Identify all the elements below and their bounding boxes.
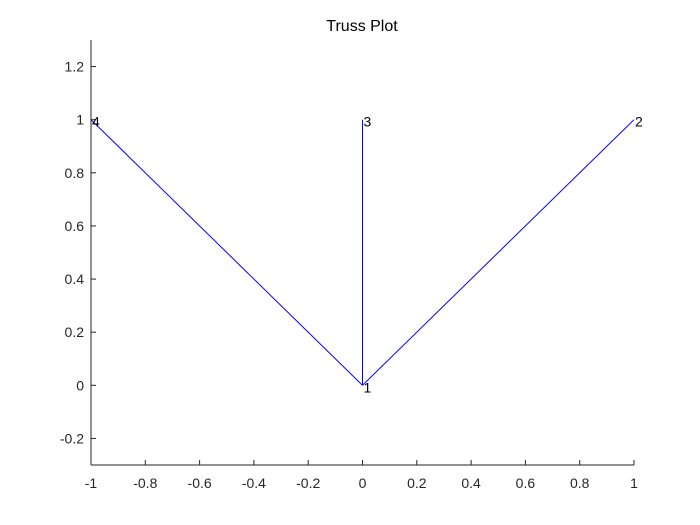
x-tick-label: 0: [359, 475, 367, 491]
x-tick-label: 0.8: [570, 475, 590, 491]
x-tick-label: 0.2: [407, 475, 427, 491]
y-tick-label: 0: [76, 377, 84, 393]
x-tick-label: 0.4: [461, 475, 481, 491]
x-tick-label: -1: [85, 475, 98, 491]
x-tick-label: -0.2: [296, 475, 320, 491]
axes: -1 -0.8 -0.6 -0.4 -0.2 0 0.2 0.4 0.6 0.8 1 -0.2 0 0.2…: [60, 40, 638, 491]
y-tick-label: 1.2: [65, 59, 85, 75]
truss-member-1-2: [362, 119, 635, 386]
y-tick-label: 0.6: [65, 218, 85, 234]
x-tick-label: 0.6: [516, 475, 536, 491]
y-tick-label: -0.2: [60, 430, 84, 446]
y-tick-label: 0.2: [65, 324, 85, 340]
x-tick-label: 1: [630, 475, 638, 491]
node-label-4: 4: [92, 114, 100, 130]
x-tick-label: -0.6: [188, 475, 212, 491]
y-tick-label: 1: [76, 112, 84, 128]
node-labels: 1 2 3 4: [92, 114, 643, 396]
x-tick-label: -0.8: [133, 475, 157, 491]
node-label-3: 3: [364, 114, 372, 130]
x-tick-label: -0.4: [242, 475, 266, 491]
y-tick-label: 0.4: [65, 271, 85, 287]
chart-title: Truss Plot: [326, 18, 398, 35]
truss-members: [90, 119, 635, 386]
node-label-2: 2: [635, 114, 643, 130]
truss-member-1-4: [90, 119, 363, 386]
y-tick-label: 0.8: [65, 165, 85, 181]
node-label-1: 1: [364, 379, 372, 395]
